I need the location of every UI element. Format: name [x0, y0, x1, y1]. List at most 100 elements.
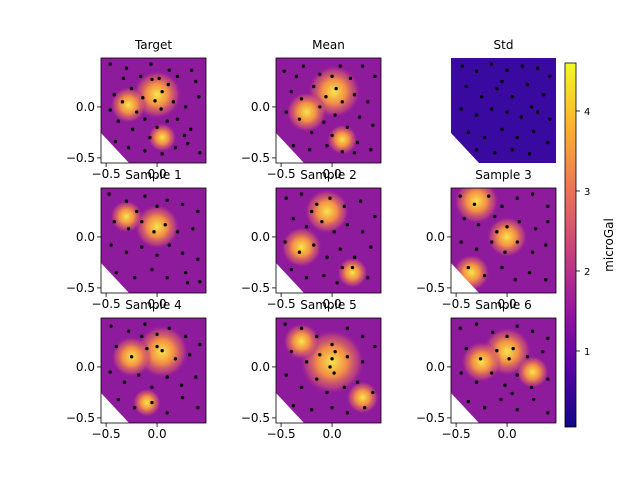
colorbar-tick-label: 4	[584, 107, 590, 118]
station-point	[148, 135, 152, 140]
station-point	[185, 141, 190, 146]
station-point	[546, 377, 550, 381]
station-point	[315, 334, 319, 339]
y-tick-label: 0.0	[76, 100, 95, 114]
x-tick-label: 0.0	[148, 427, 167, 441]
station-point	[309, 209, 314, 214]
axes-frame	[450, 187, 557, 294]
station-point	[109, 324, 113, 328]
station-point	[283, 322, 287, 326]
station-point	[340, 100, 344, 104]
station-point	[462, 216, 466, 221]
x-tick-label: 0.0	[323, 427, 342, 441]
station-point	[165, 375, 169, 379]
station-point	[533, 227, 538, 231]
station-point	[505, 225, 509, 229]
y-tick-label: −0.5	[241, 281, 270, 295]
station-point	[122, 380, 127, 384]
station-point	[159, 107, 163, 111]
station-point	[155, 125, 159, 130]
station-point	[191, 227, 195, 231]
station-point	[129, 86, 134, 91]
station-point	[160, 89, 164, 94]
station-point	[196, 406, 200, 410]
station-point	[466, 265, 471, 270]
panel-mean: −0.5 0.0 −0.5 0.0 Mean	[241, 38, 382, 181]
station-point	[299, 385, 304, 390]
station-point	[345, 355, 350, 359]
station-point	[163, 222, 167, 227]
station-point	[109, 243, 113, 247]
station-point	[112, 92, 116, 97]
station-point	[515, 324, 519, 328]
station-point	[171, 100, 176, 104]
station-point	[126, 146, 131, 150]
station-point	[503, 383, 507, 387]
station-point	[490, 371, 494, 375]
station-point	[466, 399, 471, 404]
station-point	[491, 330, 495, 334]
station-point	[515, 240, 519, 244]
station-point	[548, 74, 552, 79]
station-point	[466, 130, 471, 135]
station-point	[352, 151, 357, 155]
station-point	[291, 403, 296, 408]
station-point	[345, 411, 350, 415]
station-point	[373, 344, 377, 349]
x-tick-label: −0.5	[267, 427, 296, 441]
axes-frame	[100, 317, 207, 424]
anomaly-hotspot	[516, 355, 549, 389]
anomaly-hotspot	[281, 226, 322, 268]
station-point	[284, 110, 288, 114]
station-point	[291, 143, 296, 148]
station-point	[500, 265, 504, 270]
station-point	[355, 140, 360, 145]
axes-frame	[100, 57, 207, 164]
station-point	[299, 97, 304, 101]
y-tick-label: 0.0	[251, 360, 270, 374]
station-point	[157, 76, 161, 81]
station-point	[474, 380, 479, 384]
panel-title: Sample 5	[300, 298, 356, 312]
station-point	[324, 95, 328, 99]
station-point	[165, 276, 169, 280]
station-point	[546, 411, 550, 415]
station-point	[487, 194, 491, 198]
station-point	[519, 115, 524, 119]
anomaly-hotspot	[304, 189, 350, 234]
station-point	[330, 406, 334, 410]
station-point	[155, 344, 159, 349]
colorbar-tick-label: 1	[584, 347, 590, 358]
station-point	[535, 66, 540, 70]
station-point	[505, 334, 509, 339]
station-point	[120, 100, 125, 104]
axes-frame	[275, 187, 382, 294]
panel-title: Sample 1	[125, 168, 181, 182]
station-point	[139, 74, 143, 79]
station-point	[194, 375, 198, 379]
panel-title: Sample 6	[475, 298, 531, 312]
panel-std: Std	[451, 38, 556, 163]
station-point	[152, 230, 156, 234]
station-point	[132, 276, 137, 280]
station-point	[355, 380, 360, 384]
station-point	[474, 322, 479, 326]
station-point	[297, 250, 302, 254]
y-tick-label: −0.5	[66, 151, 95, 165]
station-point	[531, 129, 536, 134]
panel-grid: −0.5 0.0 −0.5 0.0 Target −0.5 0.0 −0.5 0.0 Mean St…	[66, 38, 557, 441]
station-point	[116, 397, 121, 402]
station-point	[167, 326, 172, 330]
station-point	[289, 267, 293, 272]
field-background	[451, 58, 556, 163]
station-point	[283, 240, 287, 244]
station-point	[113, 139, 117, 144]
station-point	[294, 74, 299, 79]
station-point	[371, 390, 375, 395]
station-point	[330, 357, 334, 361]
y-tick-label: −0.5	[241, 411, 270, 425]
station-point	[315, 377, 319, 381]
station-point	[490, 62, 494, 66]
station-point	[460, 64, 464, 68]
